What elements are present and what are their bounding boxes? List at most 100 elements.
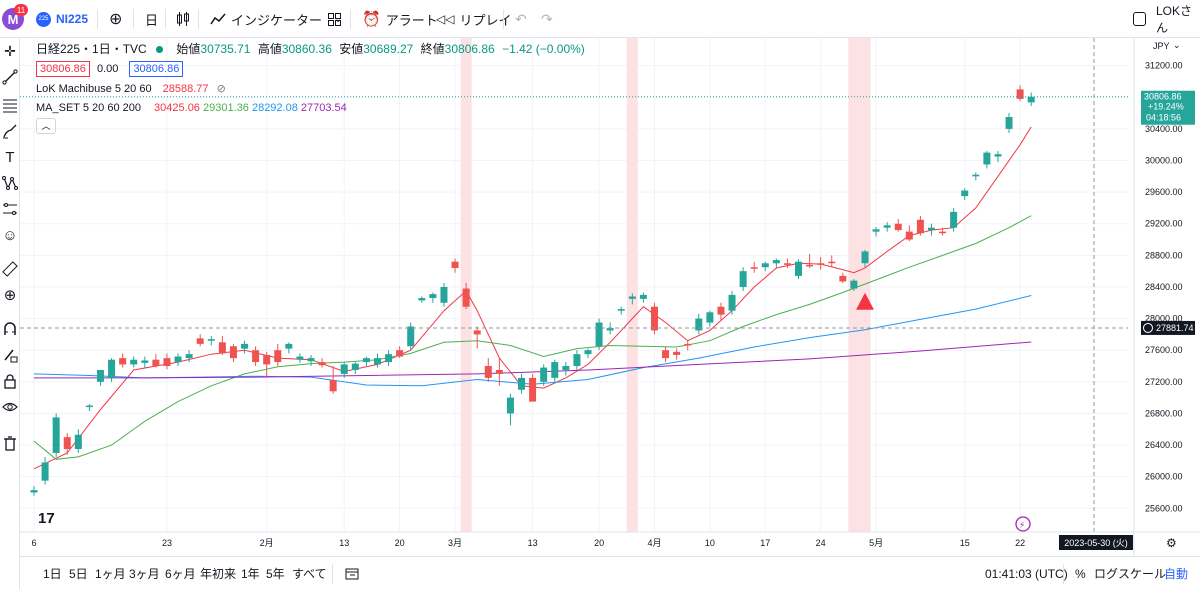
candle-body bbox=[74, 434, 82, 450]
candle-body bbox=[684, 343, 692, 346]
emoji-icon[interactable]: ☺ bbox=[2, 226, 18, 244]
candle-body bbox=[351, 363, 359, 370]
range-3m[interactable]: 3ヶ月 bbox=[129, 557, 160, 589]
fib-retracement-icon[interactable] bbox=[0, 94, 20, 116]
candle bbox=[628, 293, 636, 305]
lock-icon[interactable] bbox=[0, 370, 20, 392]
trash-icon[interactable] bbox=[0, 432, 20, 454]
candle-body bbox=[662, 350, 670, 359]
compare-add-icon[interactable]: ⊕ bbox=[109, 11, 123, 28]
brush-icon[interactable] bbox=[0, 120, 20, 142]
candle-body bbox=[894, 223, 902, 231]
candle-body bbox=[451, 261, 459, 269]
crosshair-icon[interactable]: ✛ bbox=[4, 42, 16, 59]
price-tick-label: 27600.00 bbox=[1145, 345, 1183, 355]
candle-body bbox=[318, 362, 326, 366]
candle-body bbox=[263, 354, 271, 365]
candle-body bbox=[795, 261, 803, 276]
range-1y[interactable]: 1年 bbox=[241, 557, 260, 589]
candle-body bbox=[861, 251, 869, 264]
candle-body bbox=[950, 211, 958, 228]
prediction-icon[interactable] bbox=[0, 198, 20, 220]
indicators-label: インジケーター bbox=[231, 12, 323, 28]
checkbox-icon[interactable] bbox=[1133, 12, 1146, 26]
symbol-search-button[interactable]: 225 NI225 bbox=[36, 0, 88, 38]
candle bbox=[573, 350, 581, 370]
divider bbox=[350, 9, 351, 29]
range-5d[interactable]: 5日 bbox=[69, 557, 88, 589]
candle-body bbox=[562, 366, 570, 370]
time-tick-label: 3月 bbox=[448, 538, 462, 548]
text-tool-icon[interactable]: T bbox=[5, 148, 15, 166]
avatar-letter: M bbox=[7, 11, 19, 27]
range-5y[interactable]: 5年 bbox=[266, 557, 285, 589]
calendar-arrow-icon bbox=[345, 568, 359, 579]
pencil-lock-glyph bbox=[4, 349, 18, 363]
range-1m[interactable]: 1ヶ月 bbox=[95, 557, 126, 589]
fib-glyph bbox=[3, 99, 17, 113]
replay-button[interactable]: ◁◁ リプレイ bbox=[436, 0, 511, 38]
bottom-toolbar: 1日 5日 1ヶ月 3ヶ月 6ヶ月 年初来 1年 5年 すべて 01:41:03… bbox=[20, 556, 1200, 589]
magnet-icon[interactable] bbox=[0, 318, 20, 340]
indicators-button[interactable]: インジケーター ⌄ bbox=[210, 0, 342, 38]
zoom-in-icon[interactable]: ⊕ bbox=[3, 287, 17, 304]
price-chart[interactable]: 17 ⚡ JPY ⌄ 31200.00 30400.00 30000.00 29600.00 2… bbox=[20, 38, 1200, 556]
lock-drawings-icon[interactable] bbox=[0, 344, 20, 366]
candle-body bbox=[396, 350, 404, 357]
sell-price-button[interactable]: 30806.86 bbox=[36, 61, 90, 77]
clock-label: 01:41:03 (UTC) bbox=[985, 566, 1068, 581]
candle-body bbox=[385, 354, 393, 363]
candle bbox=[606, 322, 614, 335]
candle bbox=[806, 253, 814, 269]
layouts-icon[interactable] bbox=[328, 0, 341, 38]
legend-collapse-button[interactable]: ︿ bbox=[36, 118, 56, 134]
range-ytd[interactable]: 年初来 bbox=[200, 557, 236, 589]
open-label: 始値 bbox=[176, 42, 201, 56]
candle bbox=[1027, 92, 1035, 107]
indicator-row-1[interactable]: LoK Machibuse 5 20 60 28588.77 ⊘ bbox=[36, 81, 226, 97]
candle-style-icon[interactable] bbox=[176, 0, 190, 38]
range-6m[interactable]: 6ヶ月 bbox=[165, 557, 196, 589]
candle bbox=[85, 403, 93, 412]
candle-countdown: 04:18:56 bbox=[1146, 113, 1181, 123]
indicator-row-2[interactable]: MA_SET 5 20 60 200 30425.06 29301.36 282… bbox=[36, 100, 347, 116]
buy-price-button[interactable]: 30806.86 bbox=[129, 61, 184, 77]
range-all[interactable]: すべて bbox=[292, 557, 327, 589]
candle bbox=[972, 172, 980, 181]
candle bbox=[473, 326, 481, 349]
candle-body bbox=[274, 350, 282, 363]
settings-gear-icon: ⚙ bbox=[1166, 536, 1177, 550]
indicator-1-value: 28588.77 bbox=[162, 83, 209, 95]
auto-scale-toggle[interactable]: 自動 bbox=[1164, 557, 1188, 589]
visibility-off-icon[interactable]: ⊘ bbox=[216, 83, 226, 95]
candle bbox=[41, 456, 49, 485]
candle bbox=[207, 335, 215, 346]
user-menu[interactable]: LOKさん bbox=[1133, 0, 1200, 38]
divider bbox=[1063, 564, 1064, 584]
range-1d[interactable]: 1日 bbox=[43, 557, 62, 589]
interval-button[interactable]: 日 bbox=[145, 0, 158, 38]
divider bbox=[165, 9, 166, 29]
trend-line-icon[interactable] bbox=[0, 66, 20, 88]
candle-body bbox=[551, 362, 559, 378]
range-label: 年初来 bbox=[200, 567, 237, 581]
ma5-value: 30425.06 bbox=[154, 102, 200, 114]
pattern-icon[interactable] bbox=[0, 172, 20, 194]
divider bbox=[332, 564, 333, 584]
highlight-band bbox=[626, 38, 638, 532]
candle bbox=[761, 261, 769, 272]
log-scale-toggle[interactable]: ログスケール bbox=[1094, 557, 1166, 589]
high-label: 高値 bbox=[257, 42, 282, 56]
eye-icon[interactable] bbox=[0, 396, 20, 418]
date-range-icon[interactable] bbox=[345, 557, 359, 589]
ruler-icon[interactable] bbox=[0, 258, 20, 280]
timezone-clock[interactable]: 01:41:03 (UTC) bbox=[985, 557, 1068, 589]
chart-pane[interactable]: 17 ⚡ JPY ⌄ 31200.00 30400.00 30000.00 29600.00 2… bbox=[20, 38, 1200, 556]
ma20-value: 29301.36 bbox=[203, 102, 249, 114]
undo-icon[interactable]: ↶ bbox=[515, 10, 527, 27]
alert-button[interactable]: ⏰ アラート bbox=[362, 0, 438, 38]
signal-triangle bbox=[856, 292, 874, 310]
candle-body bbox=[429, 294, 437, 299]
redo-icon[interactable]: ↷ bbox=[541, 10, 553, 27]
percent-scale-toggle[interactable]: % bbox=[1075, 557, 1086, 589]
